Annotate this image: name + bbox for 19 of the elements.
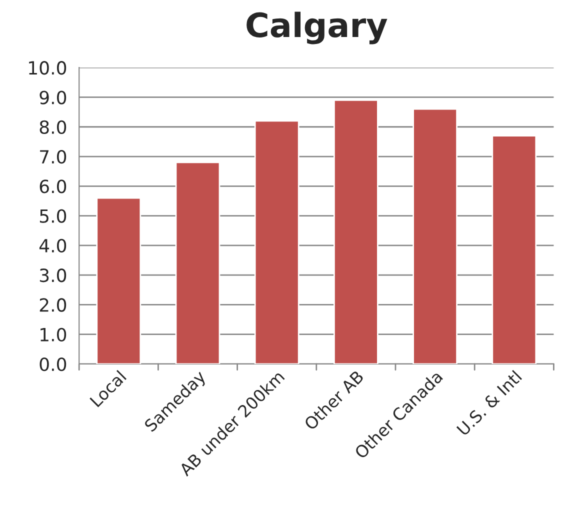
y-tick-label: 7.0 [40,150,66,164]
x-tick-label: U.S. & Intl [456,370,522,436]
bar [334,100,378,364]
bar [175,162,220,364]
y-tick-label: 8.0 [40,120,66,134]
y-tick-label: 3.0 [40,268,66,282]
bar [254,120,300,364]
bar [412,108,458,364]
bar [96,197,142,364]
y-tick-label: 4.0 [39,238,66,253]
y-tick-label: 1.0 [40,328,66,342]
bar [492,135,537,364]
y-tick-label: 0.0 [40,357,66,372]
y-tick-label: 9.0 [40,90,66,104]
y-tick-label: 5.0 [40,209,66,223]
y-tick-label: 6.0 [40,180,66,194]
y-tick-label: 10.0 [29,61,66,75]
chart-title: Calgary [246,12,388,44]
y-tick-label: 2.0 [40,298,66,312]
